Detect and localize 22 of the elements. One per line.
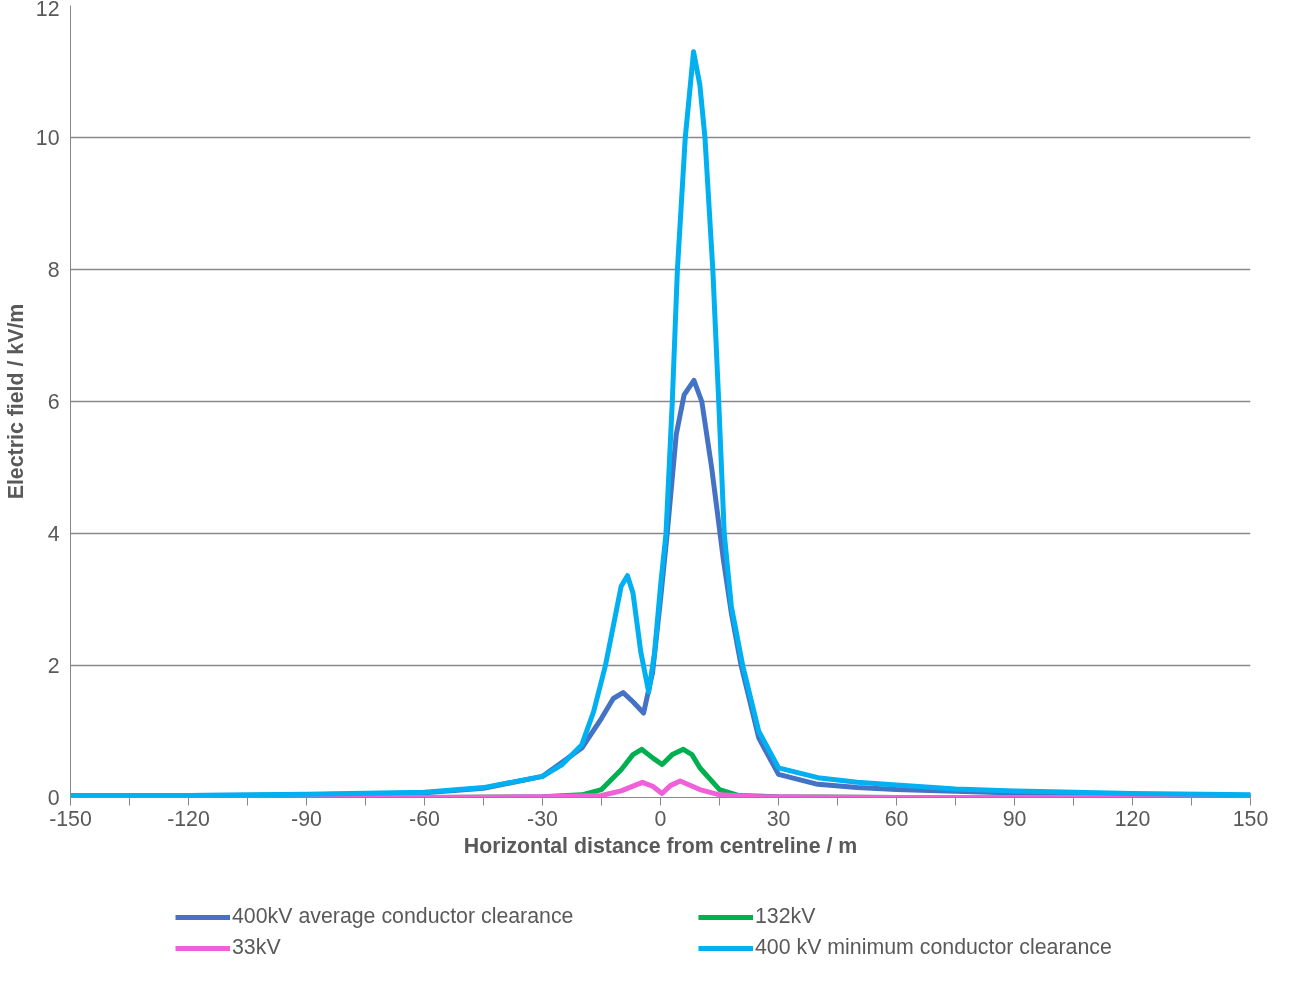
y-tick-label: 4 <box>47 522 60 546</box>
x-tick-label: 0 <box>654 806 667 831</box>
x-tick-label: 90 <box>1002 806 1027 831</box>
y-tick-label: 2 <box>47 654 60 678</box>
legend-label: 132kV <box>755 904 817 929</box>
y-tick-label: 8 <box>47 258 60 282</box>
x-tick-label: -90 <box>291 806 323 831</box>
x-tick-label: -120 <box>167 806 210 831</box>
x-tick-label: -30 <box>527 806 559 831</box>
legend-label: 400kV average conductor clearance <box>232 904 575 929</box>
x-axis-title: Horizontal distance from centreline / m <box>463 833 858 858</box>
x-tick-label: 120 <box>1114 806 1151 831</box>
x-tick-label: 150 <box>1232 806 1269 831</box>
y-axis-title: Electric field / kV/m <box>3 303 28 500</box>
legend-label: 400 kV minimum conductor clearance <box>755 935 1113 960</box>
y-tick-label: 10 <box>35 126 60 150</box>
x-tick-label: -60 <box>409 806 441 831</box>
legend-label: 33kV <box>232 935 282 960</box>
y-tick-label: 12 <box>35 0 60 21</box>
x-tick-label: 30 <box>766 806 791 831</box>
x-tick-label: 60 <box>884 806 909 831</box>
y-tick-label: 6 <box>47 390 60 414</box>
